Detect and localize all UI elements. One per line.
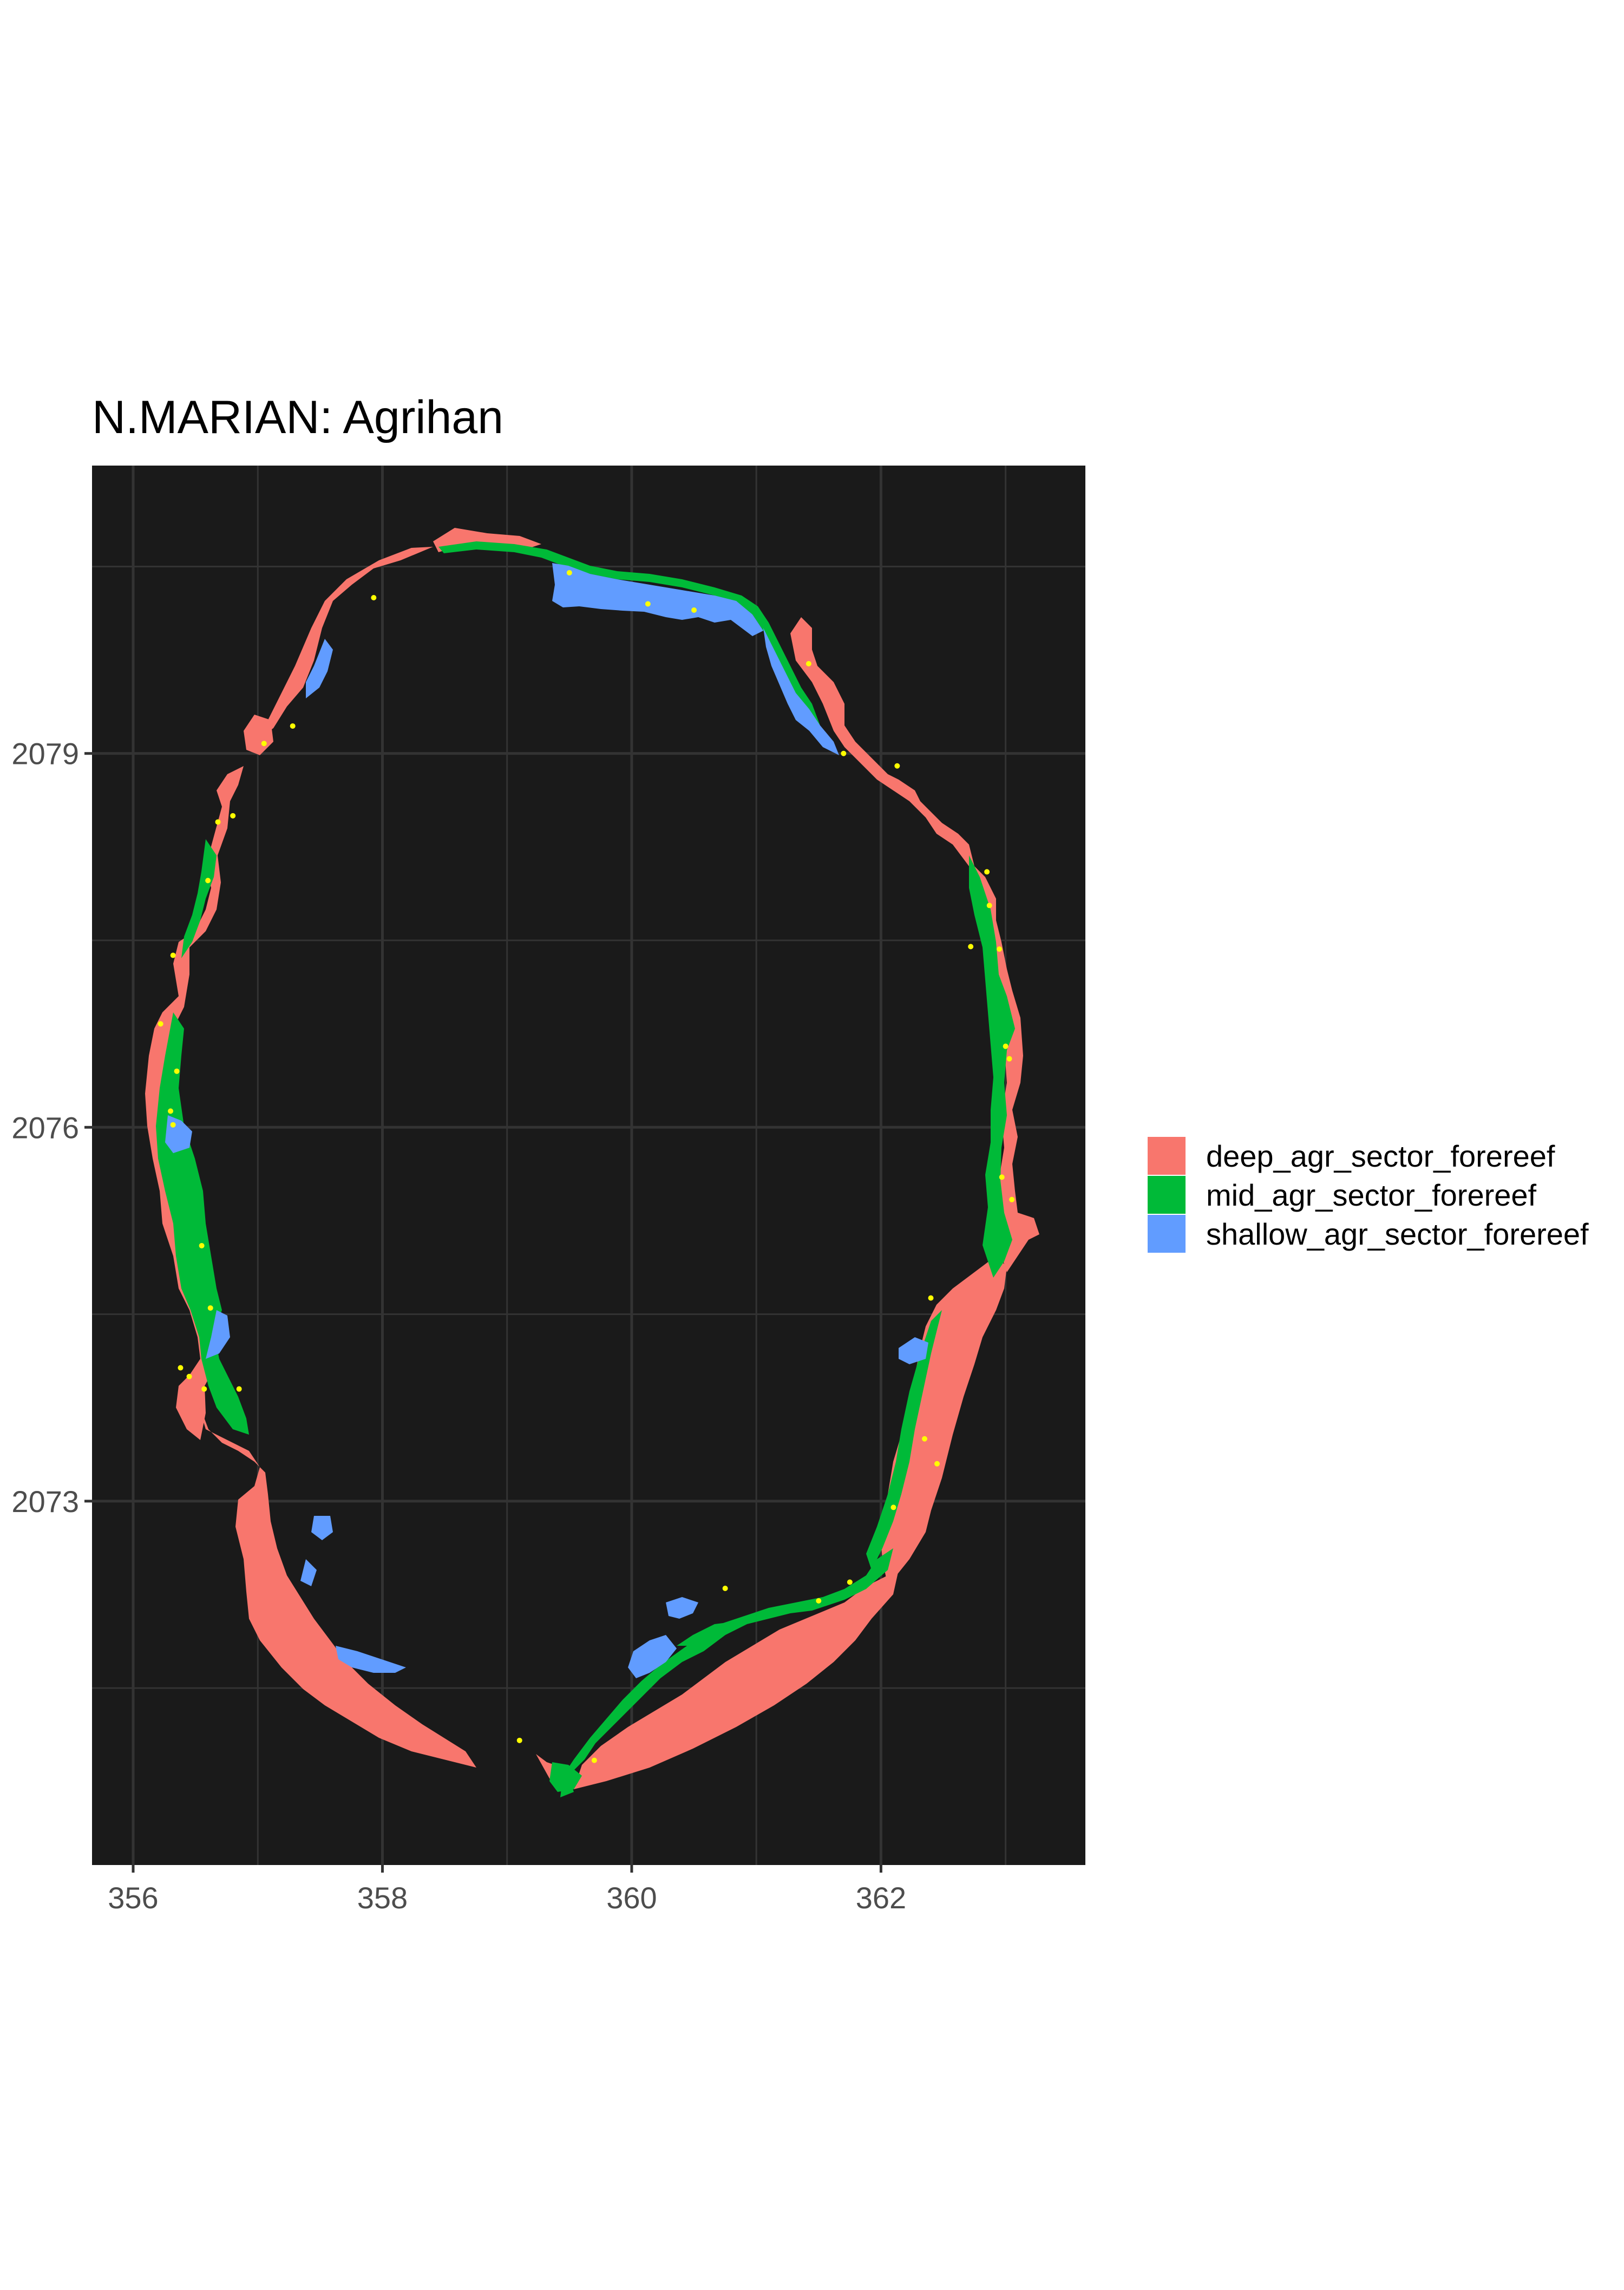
survey-site-point [201, 1386, 207, 1392]
survey-site-point [921, 1436, 927, 1442]
survey-site-point [174, 1068, 180, 1074]
legend-key [1148, 1137, 1186, 1175]
survey-site-point [516, 1737, 522, 1743]
survey-site-point [816, 1598, 822, 1604]
survey-site-point [691, 607, 697, 613]
survey-site-point [984, 869, 990, 875]
survey-site-point [591, 1757, 597, 1763]
map-title: N.MARIAN: Agrihan [92, 391, 503, 443]
deep-forereef-southwest-lobe [184, 1386, 476, 1768]
deep-forereef-northwest [254, 547, 433, 742]
survey-site-point [841, 750, 847, 756]
survey-site-point [170, 952, 176, 958]
survey-site-point [722, 1585, 728, 1591]
survey-site-point [290, 723, 296, 729]
survey-site-point [168, 1108, 174, 1114]
survey-site-point [236, 1386, 242, 1392]
survey-site-point [205, 878, 211, 884]
mid-forereef-northwest-fringe [181, 839, 217, 958]
survey-site-point [806, 660, 811, 666]
survey-site-point [934, 1461, 940, 1467]
survey-site-point [999, 1174, 1005, 1180]
survey-site-point [997, 946, 1003, 952]
deep-forereef-zone [145, 528, 1039, 1789]
survey-site-point [199, 1242, 205, 1248]
y-axis-tick-label: 2073 [11, 1484, 79, 1519]
shallow-forereef-northeast [763, 628, 839, 755]
survey-site-point [894, 763, 900, 769]
survey-site-point [207, 1305, 213, 1311]
legend-key [1148, 1176, 1186, 1214]
shallow-forereef-northwest-a [306, 639, 333, 698]
legend-key [1148, 1215, 1186, 1253]
mid-forereef-zone [156, 541, 1015, 1797]
survey-site-point [890, 1504, 896, 1510]
x-axis-tick-label: 362 [856, 1881, 906, 1915]
survey-site-point [986, 902, 992, 908]
deep-forereef-east-lobe [880, 1256, 1007, 1586]
axes: 356 358 360 362 2073 2076 2079 [11, 737, 906, 1915]
survey-site-point [230, 813, 236, 819]
survey-sites [158, 570, 1015, 1763]
mid-forereef-north-fringe [438, 541, 820, 725]
survey-site-point [968, 944, 974, 950]
survey-site-point [261, 741, 267, 747]
survey-site-point [186, 1373, 192, 1379]
x-axis-tick-label: 356 [108, 1881, 158, 1915]
x-axis-tick-label: 360 [606, 1881, 657, 1915]
y-axis-tick-label: 2076 [11, 1110, 79, 1144]
mid-forereef-south-bay-edge [677, 1621, 736, 1646]
survey-site-point [178, 1365, 184, 1371]
shallow-forereef-west-lower [206, 1310, 230, 1359]
shallow-forereef-north-bay [552, 563, 763, 636]
shallow-forereef-east-bay [899, 1337, 928, 1364]
legend-label: deep_agr_sector_forereef [1206, 1139, 1555, 1173]
survey-site-point [170, 1122, 176, 1128]
shallow-forereef-south-bay [628, 1597, 698, 1678]
x-axis-tick-label: 358 [357, 1881, 408, 1915]
mid-forereef-southeast-fringe [560, 1548, 893, 1797]
survey-site-point [566, 570, 572, 575]
shallow-forereef-zone [165, 563, 928, 1678]
mid-forereef-east-lower [866, 1310, 942, 1570]
reef-layers [145, 528, 1039, 1797]
survey-site-point [847, 1579, 853, 1585]
survey-site-point [158, 1021, 163, 1027]
survey-site-point [1003, 1043, 1009, 1049]
mid-forereef-west-fringe [156, 1012, 249, 1435]
survey-site-point [1006, 1056, 1012, 1062]
mid-forereef-south-notch [549, 1762, 582, 1792]
survey-site-point [645, 601, 651, 607]
deep-forereef-southeast [574, 1570, 899, 1789]
survey-site-point [928, 1295, 934, 1301]
legend-label: shallow_agr_sector_forereef [1206, 1217, 1589, 1251]
plot-panel [92, 466, 1085, 1865]
survey-site-point [215, 819, 221, 825]
legend-label: mid_agr_sector_forereef [1206, 1178, 1537, 1212]
mid-forereef-east-fringe [969, 855, 1015, 1278]
survey-site-point [371, 594, 377, 600]
survey-site-point [1009, 1196, 1015, 1202]
panel-background [92, 466, 1085, 1865]
legend: deep_agr_sector_forereef mid_agr_sector_f… [1148, 1137, 1589, 1253]
y-axis-tick-label: 2079 [11, 737, 79, 771]
grid-lines [92, 466, 1085, 1865]
